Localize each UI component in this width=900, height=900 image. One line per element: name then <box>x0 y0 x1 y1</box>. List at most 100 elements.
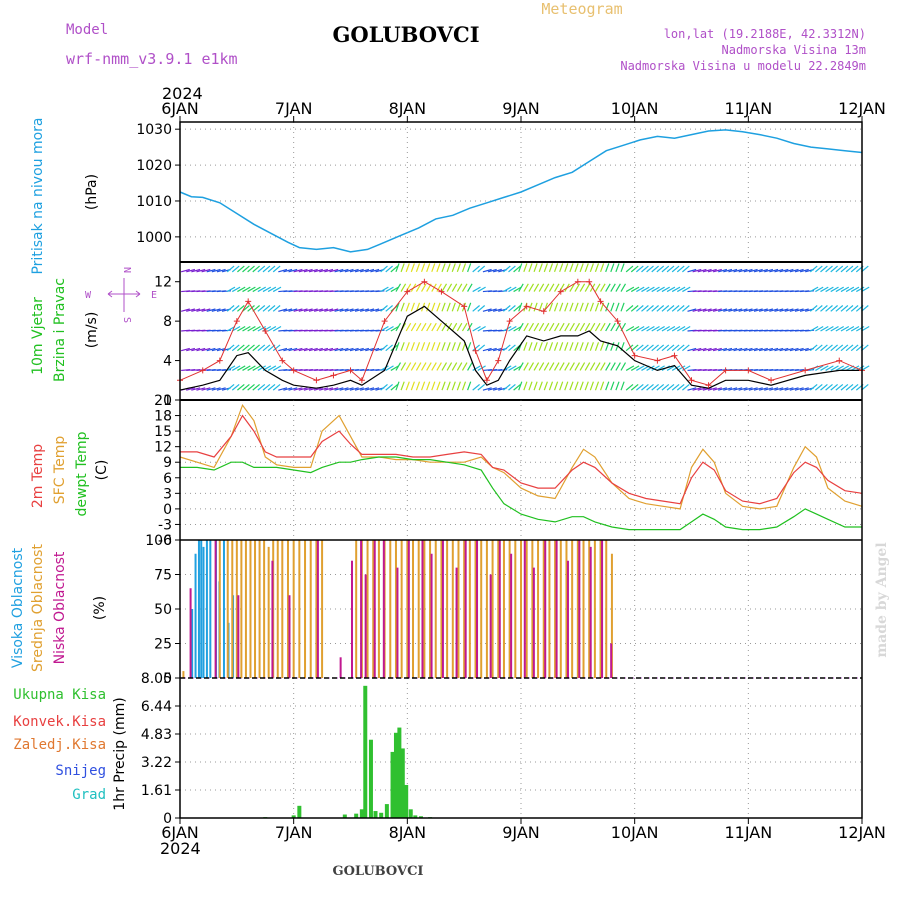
wind-barb <box>753 308 763 312</box>
wind-panel: 0 4 8 12 <box>154 261 870 409</box>
wind-barb <box>451 302 456 312</box>
wind-barb <box>405 381 410 391</box>
gust-point <box>574 278 581 285</box>
wind-barb <box>375 369 385 372</box>
wind-barb <box>835 383 844 391</box>
wind-barb <box>794 347 804 352</box>
precip-bar <box>400 748 405 818</box>
compass-n: N <box>121 267 132 273</box>
wind-barb <box>242 325 251 332</box>
wind-barb <box>528 322 535 332</box>
wind-barb <box>548 381 554 391</box>
wind-barb <box>559 381 564 391</box>
wind-barb <box>354 268 364 273</box>
wind-barb <box>313 268 323 273</box>
wind-barb <box>410 263 415 273</box>
gust-point <box>279 357 286 364</box>
wind-barb <box>216 268 226 273</box>
gust-point <box>262 328 269 334</box>
wind-barb <box>354 308 364 312</box>
wind-barb <box>538 342 543 351</box>
wind-barb <box>451 322 458 332</box>
wind-barb <box>630 365 640 371</box>
wind-barb <box>508 383 516 391</box>
wind-barb <box>702 308 712 312</box>
wind-barb <box>472 383 480 391</box>
wind-barb <box>257 305 266 312</box>
wind-barb <box>354 387 364 391</box>
wind-barb <box>548 283 555 292</box>
wind-barb <box>461 263 467 273</box>
wind-barb <box>574 283 581 292</box>
wind-barb <box>303 268 313 273</box>
wind-barb <box>400 263 405 273</box>
wind-barb <box>349 387 359 391</box>
wind-barb <box>564 362 570 371</box>
wind-barb <box>666 305 675 312</box>
wind-barb <box>835 365 845 371</box>
wind-barb <box>589 302 594 312</box>
wind-barb <box>395 263 400 273</box>
wind-barb <box>579 381 584 391</box>
wind-barb <box>334 308 344 312</box>
wind-barb <box>365 387 375 391</box>
wind-barb <box>682 286 691 293</box>
wind-barb <box>247 286 256 293</box>
temp-ylabel-3: dewpt Temp <box>74 431 90 516</box>
temp-ytick-label-8: 18 <box>154 409 172 425</box>
wind-barb <box>319 387 329 391</box>
wind-barb <box>206 308 216 312</box>
precip-bar <box>397 727 402 818</box>
wind-barb <box>538 283 545 292</box>
wind-barb <box>641 344 649 352</box>
wind-barb <box>237 365 246 371</box>
wind-barb <box>426 362 432 371</box>
wind-barb <box>723 387 733 391</box>
wind-barb <box>231 305 240 312</box>
wind-barb <box>242 265 250 273</box>
meteogram-label: Meteogram <box>541 0 622 18</box>
wind-barb <box>682 305 690 312</box>
wind-barb <box>630 325 640 332</box>
precip-bar <box>379 812 384 818</box>
wind-barb <box>748 308 758 312</box>
wind-barb <box>574 302 579 312</box>
wind-barb <box>707 308 717 312</box>
wind-barb <box>584 322 591 332</box>
wind-barb <box>610 302 615 312</box>
wind-barb <box>523 263 528 273</box>
wind-barb <box>641 325 650 332</box>
wind-barb <box>825 383 833 391</box>
wind-barb <box>702 347 712 352</box>
wind-barb <box>446 362 453 371</box>
wind-barb <box>334 268 344 273</box>
wind-barb <box>620 302 625 312</box>
wind-barb <box>498 290 508 293</box>
wind-barb <box>513 265 521 273</box>
wind-barb <box>579 322 586 332</box>
wind-barb <box>835 286 844 293</box>
bottom-date-label-5: 11JAN <box>724 823 772 842</box>
wind-barb <box>666 365 676 371</box>
wind-barb <box>553 342 559 351</box>
wind-barb <box>579 263 584 273</box>
wind-barb <box>492 308 502 312</box>
wind-barb <box>303 387 313 391</box>
wind-barb <box>574 362 581 371</box>
wind-barb <box>820 344 828 352</box>
wind-barb <box>553 302 559 312</box>
wind-barb <box>538 322 545 332</box>
wind-barb <box>385 325 394 332</box>
wind-ytick-label-2: 8 <box>163 314 172 330</box>
wind-barb <box>687 347 697 352</box>
wind-barb <box>441 283 448 292</box>
wind-barb <box>528 362 535 371</box>
wind-barb <box>380 265 388 273</box>
wind-barb <box>272 286 282 293</box>
wind-barb <box>840 305 849 312</box>
wind-barb <box>283 268 293 273</box>
wind-barb <box>774 387 784 391</box>
wind-barb <box>436 302 441 312</box>
wind-barb <box>426 322 432 332</box>
wind-barb <box>764 308 774 312</box>
